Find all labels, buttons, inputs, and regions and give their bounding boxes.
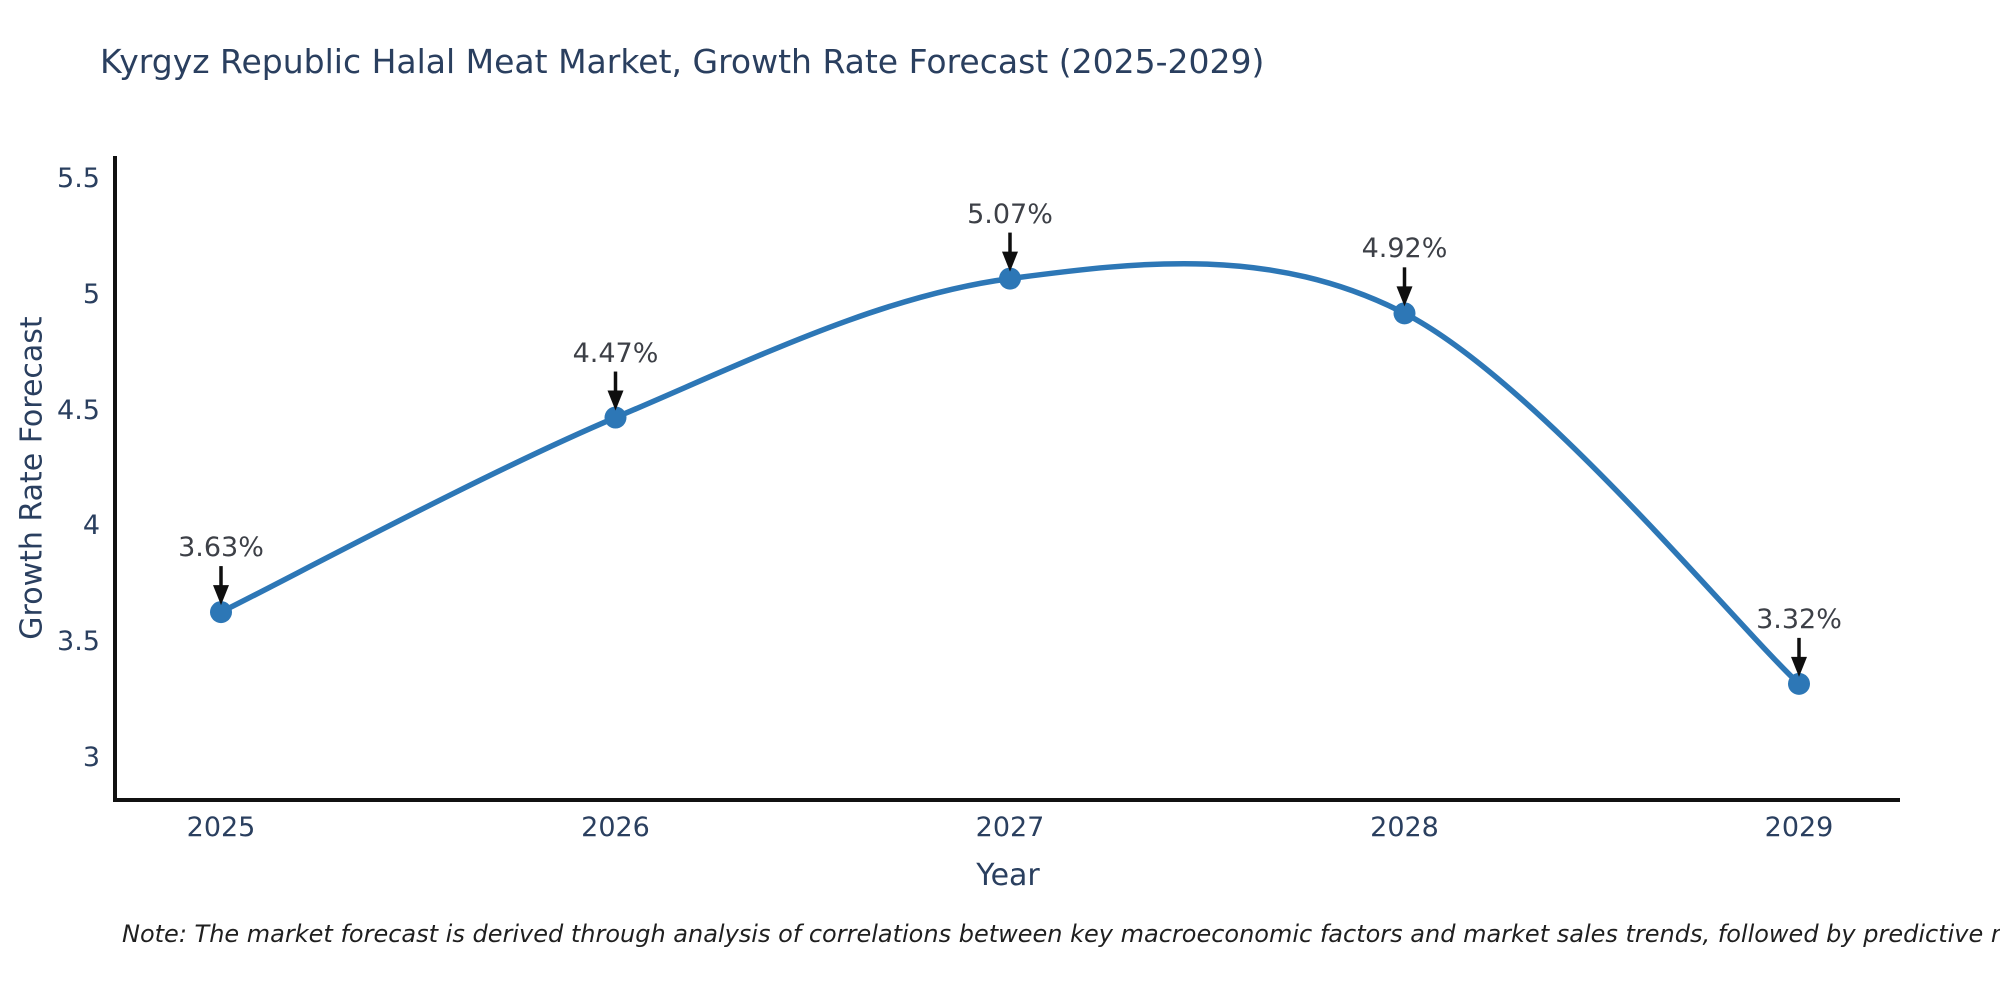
y-tick-label: 4 [82, 510, 100, 542]
point-annotation: 3.32% [1756, 603, 1842, 635]
y-tick-label: 3.5 [57, 626, 100, 658]
data-point-marker [999, 267, 1021, 290]
x-tick-label: 2029 [1764, 812, 1834, 843]
forecast-line [218, 260, 1802, 687]
data-point-marker [604, 406, 627, 429]
data-point-marker [1788, 672, 1810, 695]
annotation-arrow-head [1396, 286, 1413, 307]
y-tick-label: 5.5 [57, 163, 100, 194]
point-annotation: 3.63% [178, 532, 264, 564]
chart-title: Kyrgyz Republic Halal Meat Market, Growt… [100, 42, 1265, 81]
annotation-arrow-head [1791, 656, 1807, 677]
annotation-arrow-head [213, 585, 229, 606]
data-point-marker [1393, 302, 1416, 325]
y-tick-label: 3 [82, 742, 100, 773]
point-annotation: 4.47% [572, 337, 659, 369]
y-tick-label: 5 [82, 278, 100, 310]
x-tick-label: 2028 [1370, 812, 1439, 843]
data-point-marker [210, 601, 232, 624]
point-annotation: 4.92% [1361, 233, 1448, 265]
footnote: Note: The market forecast is derived thr… [122, 920, 2000, 948]
x-tick-label: 2026 [581, 812, 650, 843]
y-tick-label: 4.5 [57, 394, 100, 426]
x-axis-title: Year [976, 858, 1040, 893]
point-annotation: 5.07% [967, 198, 1053, 230]
annotation-arrow-head [607, 390, 624, 411]
annotation-arrow-head [1002, 251, 1018, 272]
x-tick-label: 2027 [975, 812, 1045, 843]
x-tick-label: 2025 [186, 812, 256, 843]
